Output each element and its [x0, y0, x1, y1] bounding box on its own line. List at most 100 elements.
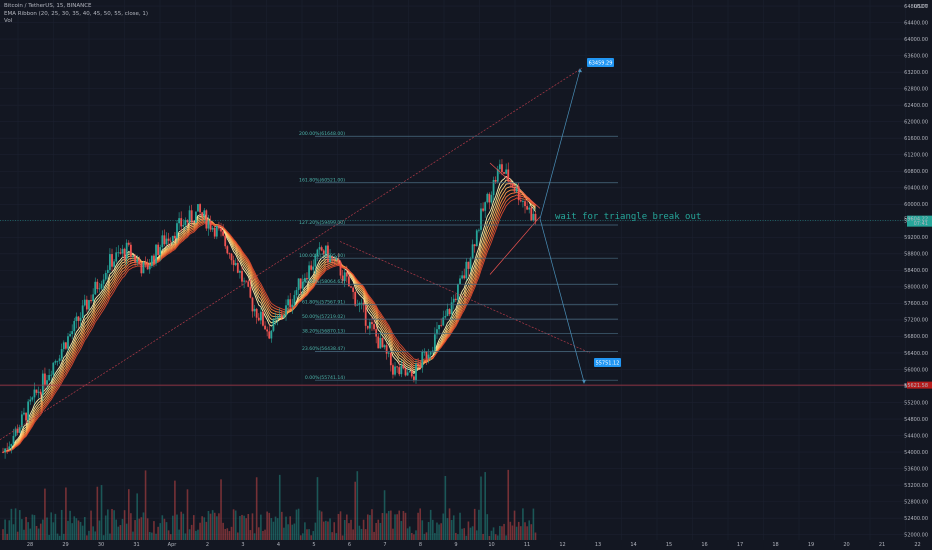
y-tick-label: 59200.00 [904, 235, 928, 241]
volume-bar [69, 510, 71, 540]
candle-body [421, 351, 424, 368]
volume-bar [83, 517, 86, 540]
candle-body [371, 322, 373, 325]
volume-bar [463, 528, 466, 540]
volume-bar [255, 477, 258, 540]
support-price-box [907, 381, 932, 389]
candle-body [111, 254, 113, 267]
y-tick-label: 56800.00 [904, 334, 928, 340]
candle-body [519, 200, 522, 202]
fib-label: 161.80%(60521.00) [299, 178, 345, 184]
ema-line [2, 197, 536, 453]
volume-bar [486, 514, 489, 540]
volume-bar [136, 493, 138, 540]
current-price-box [907, 215, 932, 227]
candle-body [488, 193, 491, 203]
candle-body [238, 271, 241, 273]
candle-body [12, 435, 15, 445]
candle-body [180, 218, 183, 227]
triangle-annotation: wait for triangle break out [555, 212, 701, 222]
volume-bar [10, 508, 13, 540]
y-tick-label: 56000.00 [904, 367, 928, 373]
x-axis: 28 29 30 31 Apr 2 3 4 5 6 7 8 9 10 11 12 13 14 15 16 17 18 19 2… [27, 542, 921, 548]
volume-bar [2, 529, 4, 540]
volume-bar [109, 533, 111, 540]
candle-body [486, 193, 489, 203]
candle-body [377, 336, 380, 349]
candle-body [35, 389, 38, 393]
candle-body [232, 260, 235, 266]
volume-bar [222, 522, 224, 540]
volume-bar [293, 523, 296, 540]
candle-body [123, 248, 126, 259]
volume-bar [341, 535, 344, 540]
volume-label[interactable]: Vol [4, 18, 13, 24]
candle-body [324, 245, 327, 254]
symbol-label[interactable]: Bitcoin / TetherUS, 15, BINANCE [4, 3, 92, 9]
volume-bar [327, 521, 329, 540]
candle-body [272, 319, 275, 331]
candle-body [427, 354, 430, 359]
candle-body [16, 428, 19, 433]
volume-bar [153, 521, 155, 540]
candle-body [155, 244, 157, 264]
volume-bar [155, 533, 157, 540]
candle-body [127, 242, 130, 245]
volume-bar [167, 530, 170, 540]
volume-bar [77, 520, 80, 540]
volume-bar [513, 510, 516, 540]
y-tick-label: 64400.00 [904, 20, 928, 26]
volume-bar [505, 535, 507, 540]
y-tick-label: 52800.00 [904, 499, 928, 505]
candle-body [484, 202, 487, 211]
volume-bar [247, 513, 250, 540]
volume-bar [473, 508, 476, 540]
x-tick-label: 14 [630, 542, 636, 548]
x-tick-label: 8 [419, 542, 422, 548]
volume-bar [475, 530, 478, 540]
volume-bar [515, 526, 518, 540]
indicator-label[interactable]: EMA Ribbon (20, 25, 30, 35, 40, 45, 50, … [4, 10, 149, 17]
candle-body [213, 227, 216, 237]
candle-body [262, 311, 264, 326]
fib-label: 23.60%(56438.47) [302, 346, 345, 352]
volume-bar [21, 519, 23, 540]
candle-body [490, 195, 493, 203]
volume-bar [448, 508, 451, 540]
volume-bar [218, 513, 220, 540]
volume-bar [480, 476, 482, 540]
candle-body [528, 207, 531, 210]
candle-body [446, 309, 449, 317]
volume-bar [186, 489, 189, 540]
candle-body [226, 246, 229, 254]
candle-body [511, 182, 514, 188]
volume-bar [132, 531, 134, 540]
volume-bar [396, 514, 398, 540]
volume-bar [46, 517, 48, 540]
volume-bar [306, 529, 308, 540]
candle-body [174, 235, 176, 239]
candle-body [171, 235, 174, 241]
candle-body [293, 295, 296, 305]
volume-bar [245, 518, 247, 540]
candle-body [413, 376, 415, 381]
y-tick-label: 57600.00 [904, 301, 928, 307]
volume-bar [264, 529, 266, 540]
volume-bar [499, 525, 501, 540]
volume-bar [524, 522, 526, 540]
volume-bar [239, 516, 241, 540]
candle-body [463, 275, 466, 279]
volume-bar [488, 535, 491, 540]
candle-body [146, 263, 149, 270]
candle-body [350, 286, 352, 288]
candle-body [287, 299, 290, 306]
candle-body [291, 304, 294, 308]
candle-body [31, 397, 34, 400]
volume-bar [205, 521, 208, 540]
y-tick-label: 62400.00 [904, 103, 928, 109]
volume-bar [427, 522, 430, 540]
y-tick-label: 54800.00 [904, 417, 928, 423]
volume-bar [226, 528, 229, 540]
candle-body [354, 291, 357, 306]
